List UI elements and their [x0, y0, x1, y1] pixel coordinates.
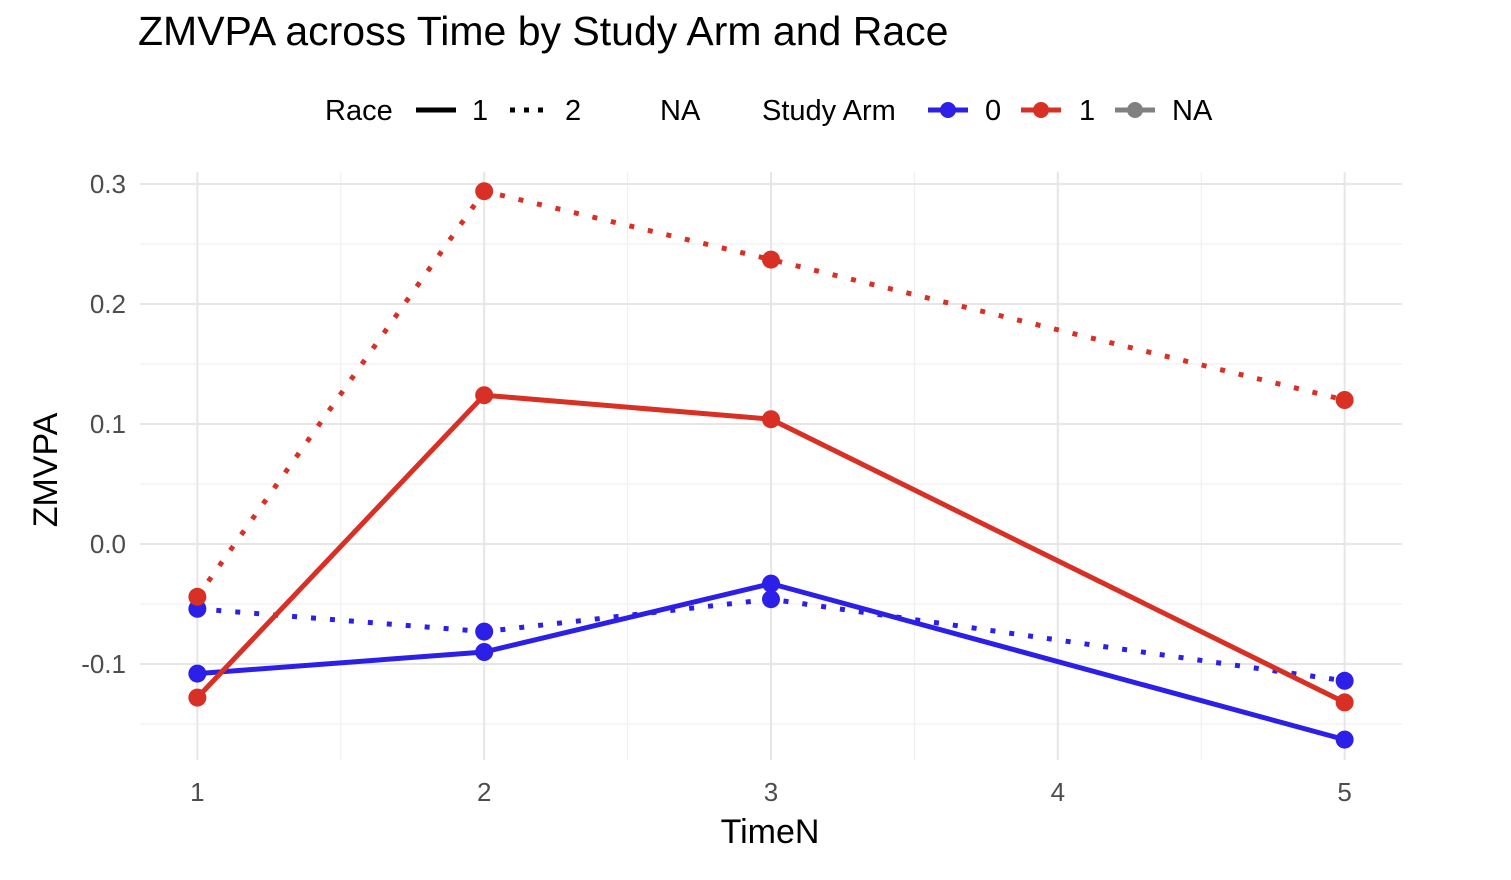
legend-arm-0-dot [940, 102, 956, 118]
y-tick-label: 0.2 [90, 289, 126, 319]
data-point-arm0-race1 [762, 574, 780, 593]
x-tick-label: 4 [1051, 777, 1065, 807]
data-point-arm1-race2 [762, 250, 780, 269]
legend-arm-na-dot [1127, 102, 1143, 118]
data-point-arm0-race2 [475, 622, 494, 641]
data-point-arm1-race2 [188, 587, 207, 606]
chart-title: ZMVPA across Time by Study Arm and Race [138, 8, 949, 54]
x-tick-label: 3 [764, 777, 778, 807]
data-point-arm1-race1 [475, 386, 494, 405]
legend-race-title: Race [325, 95, 393, 127]
data-point-arm0-race2 [762, 590, 780, 609]
tick-labels: 1 2 3 4 5 -0.1 0.0 0.1 0.2 0.3 [81, 169, 1352, 807]
data-point-arm0-race1 [475, 643, 494, 661]
legend-race-2-label: 2 [565, 95, 581, 127]
series-group [188, 182, 1354, 749]
data-point-arm0-race1 [188, 664, 207, 683]
data-point-arm1-race1 [762, 410, 780, 429]
legend-arm-title: Study Arm [762, 95, 896, 127]
y-tick-label: 0.3 [90, 169, 126, 199]
series-line-arm1-race1 [195, 392, 1346, 705]
data-point-arm1-race1 [188, 688, 207, 707]
x-axis-title: TimeN [721, 813, 820, 851]
y-axis-title: ZMVPA [27, 412, 65, 527]
legend-arm-1-dot [1033, 102, 1049, 118]
y-tick-label: 0.1 [90, 409, 126, 439]
y-tick-label: -0.1 [81, 649, 126, 679]
x-tick-label: 5 [1337, 777, 1351, 807]
legend-race-1-label: 1 [472, 95, 488, 127]
series-line-arm0-race1 [197, 581, 1346, 743]
x-tick-label: 1 [190, 777, 204, 807]
data-point-arm0-race2 [1335, 671, 1354, 690]
legend: Race 1 2 NA Study Arm 0 1 NA [0, 86, 1511, 134]
data-point-arm0-race1 [1335, 730, 1354, 749]
legend-arm-1-label: 1 [1079, 95, 1095, 127]
legend-race-na-label: NA [660, 95, 701, 127]
data-point-arm1-race2 [475, 182, 494, 201]
series-line-arm1-race2 [195, 188, 1346, 599]
legend-arm-0-label: 0 [985, 95, 1001, 127]
data-point-arm1-race2 [1335, 391, 1354, 409]
y-tick-label: 0.0 [90, 529, 126, 559]
data-point-arm1-race1 [1335, 693, 1354, 712]
x-tick-label: 2 [477, 777, 491, 807]
legend-arm-na-label: NA [1172, 95, 1213, 127]
legend-svg: Race 1 2 NA Study Arm 0 1 NA [325, 95, 1213, 127]
